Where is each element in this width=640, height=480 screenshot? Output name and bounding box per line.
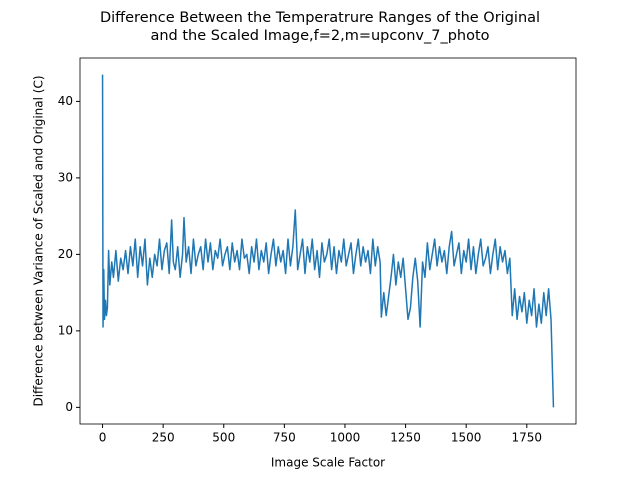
- x-tick-label: 0: [99, 431, 107, 445]
- x-tick-label: 500: [212, 431, 235, 445]
- plot-frame: [79, 57, 577, 425]
- y-axis-label: Difference between Variance of Scaled an…: [32, 75, 46, 406]
- x-tick-label: 1750: [512, 431, 543, 445]
- x-tick-label: 750: [273, 431, 296, 445]
- x-tick-label: 250: [152, 431, 175, 445]
- y-tick-label: 20: [58, 247, 73, 261]
- x-axis-label: Image Scale Factor: [271, 456, 385, 470]
- data-line: [101, 74, 555, 408]
- y-tick-label: 40: [58, 94, 73, 108]
- y-tick-label: 0: [65, 400, 73, 414]
- x-tick-label: 1250: [390, 431, 421, 445]
- x-tick-label: 1500: [451, 431, 482, 445]
- y-tick-label: 10: [58, 323, 73, 337]
- x-tick-label: 1000: [330, 431, 361, 445]
- chart-title: Difference Between the Temperatrure Rang…: [100, 10, 540, 26]
- chart-title: and the Scaled Image,f=2,m=upconv_7_phot…: [150, 28, 489, 44]
- y-tick-label: 30: [58, 170, 73, 184]
